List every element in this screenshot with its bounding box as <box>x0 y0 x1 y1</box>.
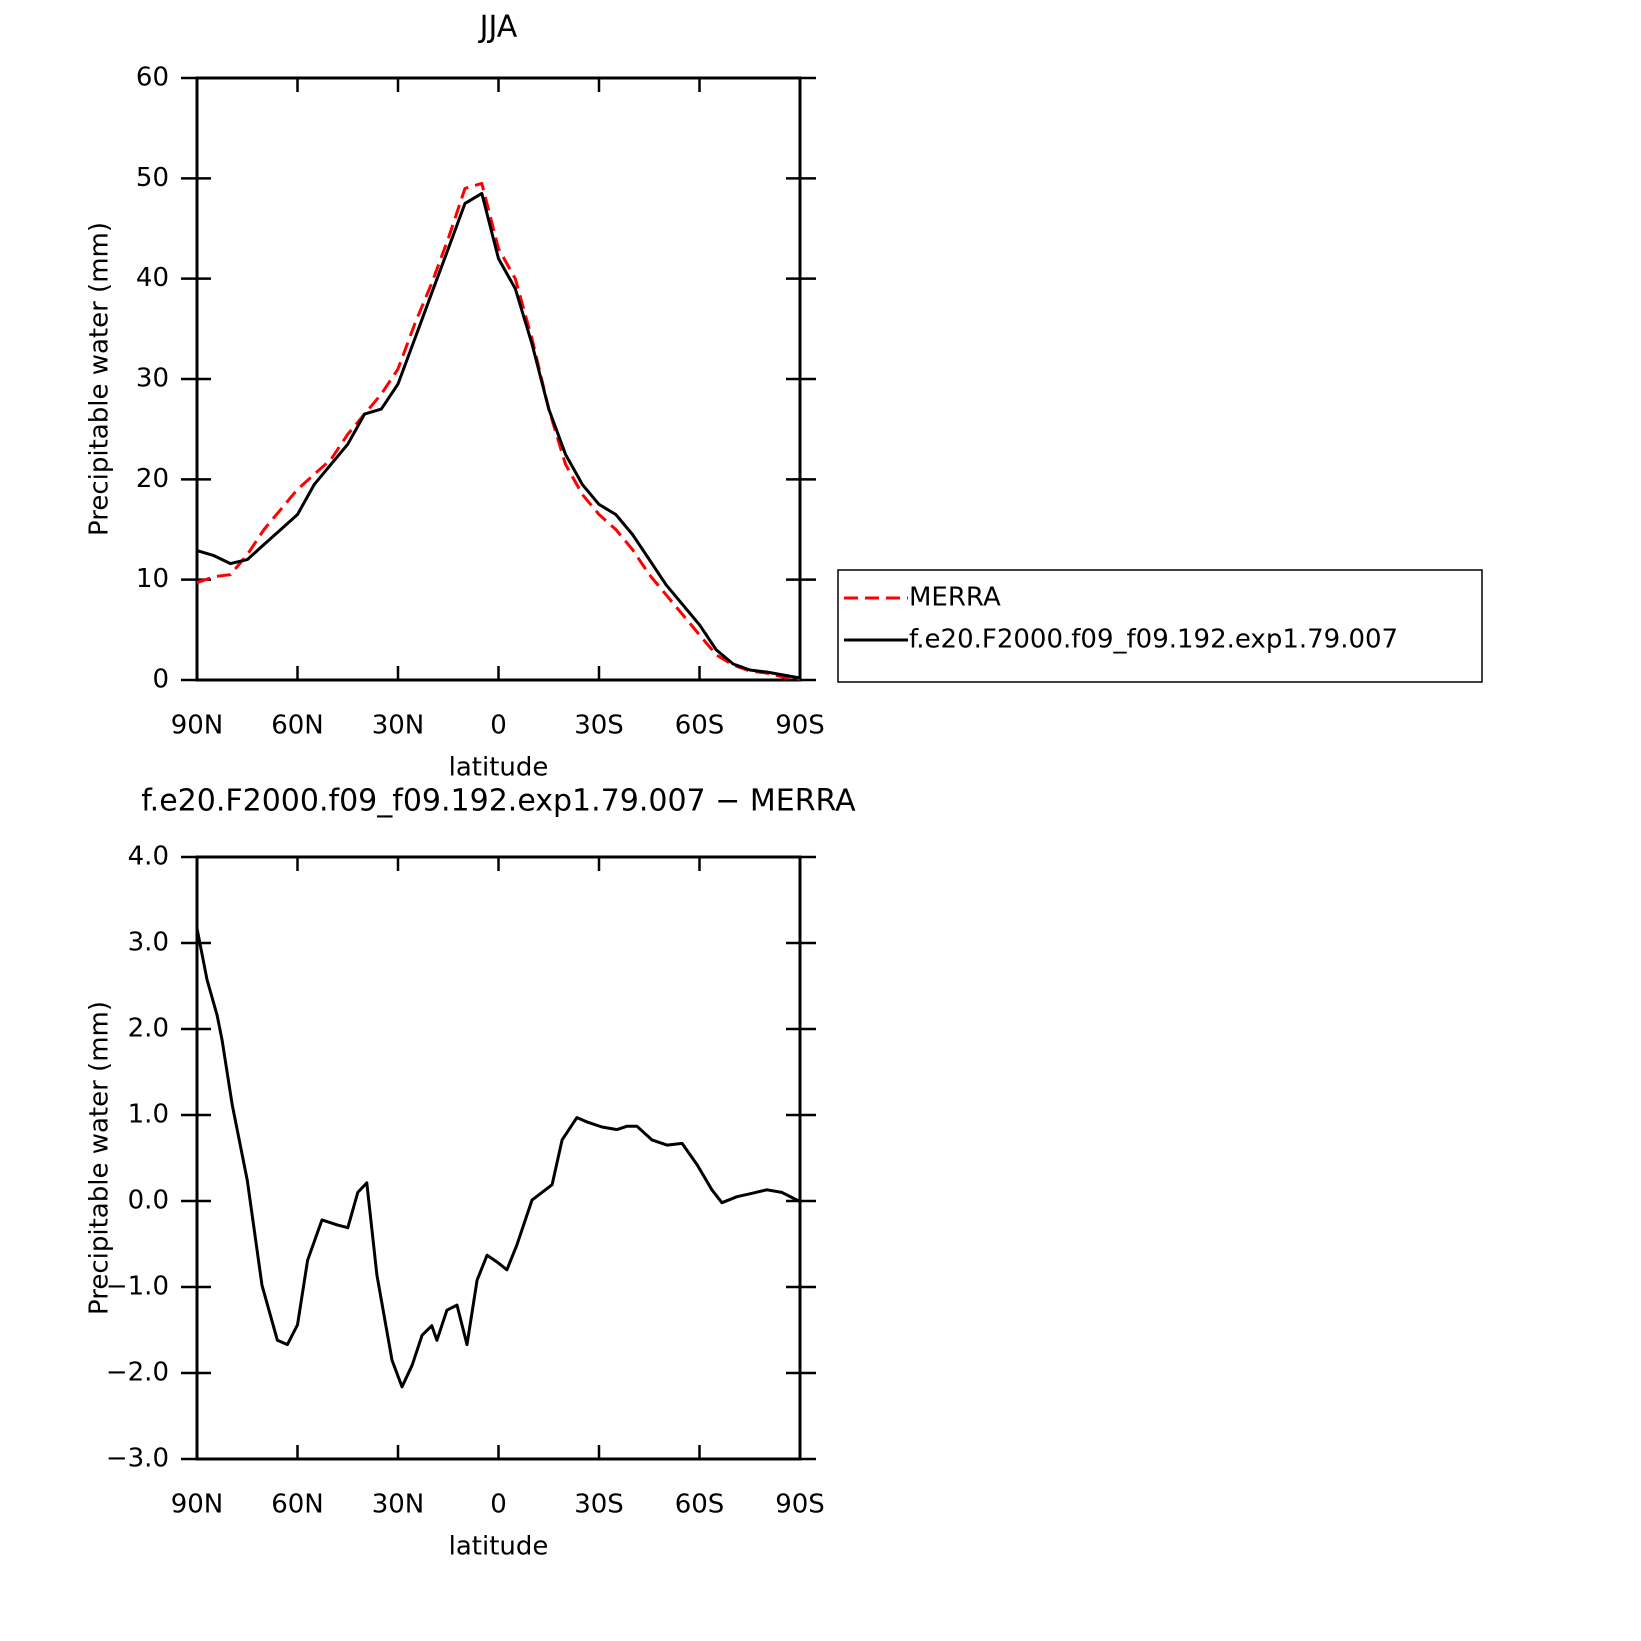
x-axis-label: latitude <box>449 753 549 783</box>
data-line <box>196 181 801 681</box>
plot-frame <box>195 855 802 1461</box>
chart-title: f.e20.F2000.f09_f09.192.exp1.79.007 − ME… <box>141 784 856 819</box>
y-tick-label: 20 <box>136 464 169 494</box>
x-tick-label: 30S <box>574 711 624 741</box>
y-tick-label: 3.0 <box>128 928 169 958</box>
x-tick-label: 30N <box>372 1490 425 1520</box>
x-tick-label: 0 <box>490 1490 507 1520</box>
data-line <box>196 191 801 680</box>
chart-title: JJA <box>478 10 518 45</box>
x-axis-label: latitude <box>449 1532 549 1562</box>
y-axis-label: Precipitable water (mm) <box>85 1001 115 1315</box>
x-tick-label: 60N <box>271 711 324 741</box>
legend-label: MERRA <box>909 583 1001 613</box>
y-tick-label: −1.0 <box>106 1272 169 1302</box>
x-tick-label: 60S <box>675 1490 725 1520</box>
y-tick-label: 10 <box>136 564 169 594</box>
y-tick-label: 60 <box>136 63 169 93</box>
y-tick-label: 50 <box>136 163 169 193</box>
plot-frame <box>195 76 802 682</box>
y-tick-label: 2.0 <box>128 1014 169 1044</box>
y-tick-label: 30 <box>136 364 169 394</box>
y-tick-label: 1.0 <box>128 1100 169 1130</box>
y-tick-label: 0.0 <box>128 1186 169 1216</box>
legend-label: f.e20.F2000.f09_f09.192.exp1.79.007 <box>909 625 1398 655</box>
x-tick-label: 0 <box>490 711 507 741</box>
y-tick-label: 40 <box>136 263 169 293</box>
legend-box <box>837 569 1483 683</box>
x-tick-label: 90N <box>171 711 224 741</box>
data-line <box>195 928 801 1389</box>
x-tick-label: 60S <box>675 711 725 741</box>
y-tick-label: 4.0 <box>128 842 169 872</box>
x-tick-label: 90N <box>171 1490 224 1520</box>
y-tick-label: −3.0 <box>106 1444 169 1474</box>
x-tick-label: 30N <box>372 711 425 741</box>
x-tick-label: 30S <box>574 1490 624 1520</box>
x-tick-label: 90S <box>775 1490 825 1520</box>
x-tick-label: 60N <box>271 1490 324 1520</box>
y-tick-label: −2.0 <box>106 1358 169 1388</box>
y-tick-label: 0 <box>152 665 169 695</box>
y-axis-label: Precipitable water (mm) <box>85 222 115 536</box>
x-tick-label: 90S <box>775 711 825 741</box>
